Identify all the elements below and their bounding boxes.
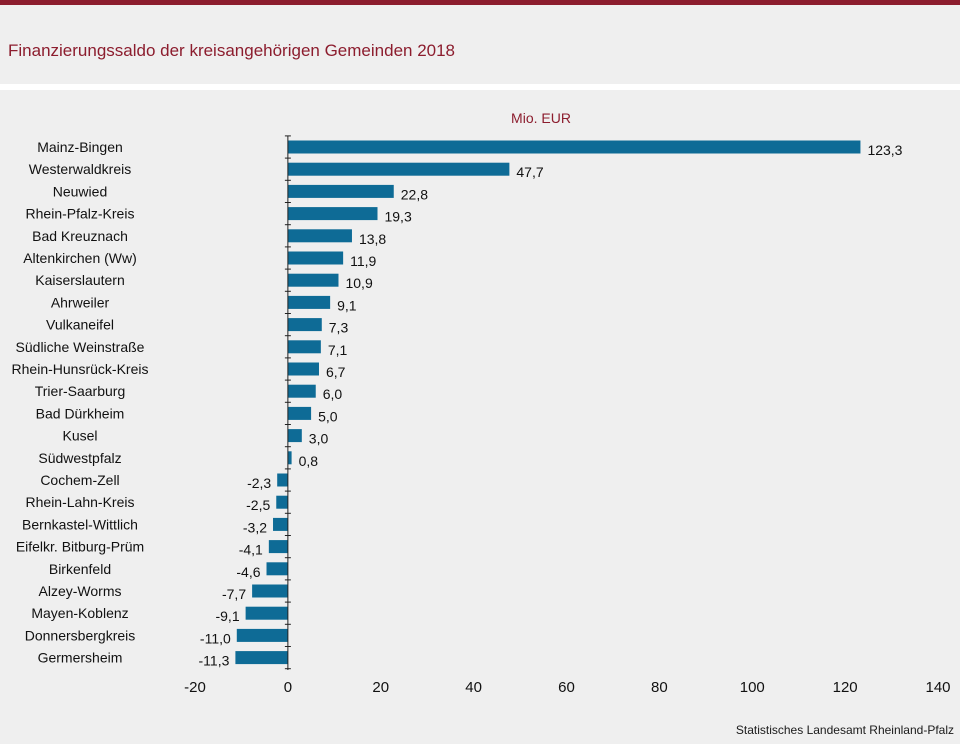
x-tick-label: 0 <box>284 679 292 696</box>
bar <box>252 584 288 598</box>
category-label: Südliche Weinstraße <box>16 339 145 355</box>
category-label: Cochem-Zell <box>40 472 119 488</box>
value-label: -11,3 <box>199 653 230 669</box>
category-labels: Mainz-Bingen Westerwaldkreis Neuwied Rhein-… <box>12 139 149 666</box>
bars-group <box>235 140 861 665</box>
bar <box>245 606 288 620</box>
source-note: Statistisches Landesamt Rheinland-Pfalz <box>735 723 954 737</box>
bar <box>287 273 339 287</box>
bar <box>287 362 319 376</box>
category-label: Rhein-Pfalz-Kreis <box>26 206 135 222</box>
category-label: Rhein-Hunsrück-Kreis <box>12 361 149 377</box>
category-label: Altenkirchen (Ww) <box>23 250 137 266</box>
bar <box>235 651 288 665</box>
value-label: 10,9 <box>345 275 372 291</box>
bar <box>287 207 378 221</box>
chart-title: Finanzierungssaldo der kreisangehörigen … <box>8 41 456 60</box>
bar <box>273 517 288 531</box>
x-tick-labels: -20 0 20 40 60 80 100 120 140 <box>184 679 950 696</box>
bar <box>287 295 331 309</box>
bar <box>287 140 861 154</box>
value-label: -11,0 <box>200 630 231 646</box>
value-label: 6,0 <box>323 386 343 402</box>
bar <box>287 162 510 176</box>
value-label: 5,0 <box>318 408 338 424</box>
value-label: 3,0 <box>309 431 329 447</box>
title-bar: Finanzierungssaldo der kreisangehörigen … <box>0 5 960 85</box>
x-tick-label: -20 <box>184 679 206 696</box>
category-label: Mayen-Koblenz <box>31 605 128 621</box>
bar <box>287 384 316 398</box>
axes <box>284 135 291 670</box>
value-label: 0,8 <box>299 453 319 469</box>
value-labels: 123,3 47,7 22,8 19,3 13,8 11,9 10,9 9,1 7,3 7,1 6,… <box>199 142 903 669</box>
x-tick-label: 20 <box>372 679 389 696</box>
value-label: 22,8 <box>401 186 428 202</box>
x-tick-label: 100 <box>740 679 765 696</box>
category-label: Donnersbergkreis <box>25 627 136 643</box>
category-label: Rhein-Lahn-Kreis <box>26 494 135 510</box>
category-label: Germersheim <box>38 650 123 666</box>
value-label: -4,1 <box>239 542 263 558</box>
category-label: Eifelkr. Bitburg-Prüm <box>16 539 144 555</box>
bar <box>287 340 321 354</box>
value-label: 7,3 <box>329 320 349 336</box>
bar <box>287 429 302 443</box>
bar <box>287 406 312 420</box>
bar <box>287 451 292 465</box>
bar <box>287 318 322 332</box>
value-label: 9,1 <box>337 297 357 313</box>
value-label: 19,3 <box>384 209 411 225</box>
category-label: Birkenfeld <box>49 561 111 577</box>
category-label: Bad Kreuznach <box>32 228 128 244</box>
top-accent-rule <box>0 0 960 5</box>
category-label: Neuwied <box>53 183 107 199</box>
bar <box>287 251 344 265</box>
category-label: Kusel <box>62 428 97 444</box>
value-label: 47,7 <box>516 164 543 180</box>
value-label: -2,5 <box>246 497 270 513</box>
value-label: -9,1 <box>215 608 239 624</box>
category-label: Ahrweiler <box>51 294 110 310</box>
bar-chart: Mio. EUR Mainz-Bingen Westerwaldkreis Neuw… <box>12 110 951 696</box>
bar <box>266 562 288 576</box>
bar <box>287 184 394 198</box>
x-tick-label: 120 <box>833 679 858 696</box>
bar <box>268 540 288 554</box>
value-label: -7,7 <box>222 586 246 602</box>
category-label: Südwestpfalz <box>38 450 121 466</box>
bar <box>277 473 288 487</box>
x-tick-label: 80 <box>651 679 668 696</box>
value-label: 7,1 <box>328 342 348 358</box>
x-tick-label: 60 <box>558 679 575 696</box>
category-label: Vulkaneifel <box>46 317 114 333</box>
category-label: Kaiserslautern <box>35 272 125 288</box>
category-label: Mainz-Bingen <box>37 139 123 155</box>
value-label: 6,7 <box>326 364 346 380</box>
category-label: Bernkastel-Wittlich <box>22 516 138 532</box>
bar <box>236 628 288 642</box>
unit-label: Mio. EUR <box>511 110 571 126</box>
category-label: Trier-Saarburg <box>35 383 126 399</box>
x-tick-label: 140 <box>925 679 950 696</box>
x-tick-label: 40 <box>465 679 482 696</box>
bar <box>287 229 352 243</box>
category-label: Bad Dürkheim <box>36 405 125 421</box>
value-label: 11,9 <box>350 253 376 269</box>
value-label: -2,3 <box>247 475 271 491</box>
value-label: -3,2 <box>243 519 267 535</box>
bar <box>276 495 288 509</box>
value-label: -4,6 <box>236 564 260 580</box>
value-label: 123,3 <box>867 142 902 158</box>
category-label: Westerwaldkreis <box>29 161 131 177</box>
separator-band <box>0 84 960 90</box>
value-label: 13,8 <box>359 231 386 247</box>
category-label: Alzey-Worms <box>39 583 122 599</box>
